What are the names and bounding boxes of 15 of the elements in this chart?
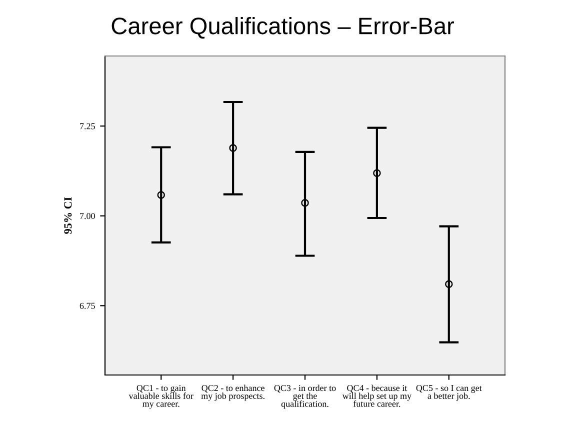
point xyxy=(444,280,453,288)
point xyxy=(229,144,237,152)
point xyxy=(157,191,166,199)
y-axis-title: 95% CI xyxy=(64,197,72,234)
y-tick-label: 6.75 xyxy=(80,302,95,309)
point xyxy=(373,169,381,177)
x-tick-label: QC4 - because it will help set up my future career. xyxy=(342,384,412,407)
y-tick-label: 7.00 xyxy=(80,212,95,220)
y-tick-label: 7.25 xyxy=(80,123,95,130)
chart-title: Career Qualifications – Error-Bar xyxy=(112,16,454,39)
x-tick-label: QC2 - to enhance my job prospects. xyxy=(201,384,264,401)
x-tick-label: QC3 - in order to get the qualification. xyxy=(274,384,336,409)
point xyxy=(301,199,309,207)
x-tick-label: QC1 - to gain valuable skills for my career. xyxy=(128,384,194,409)
x-tick-label: QC5 - so I can get a better job. xyxy=(416,384,482,401)
